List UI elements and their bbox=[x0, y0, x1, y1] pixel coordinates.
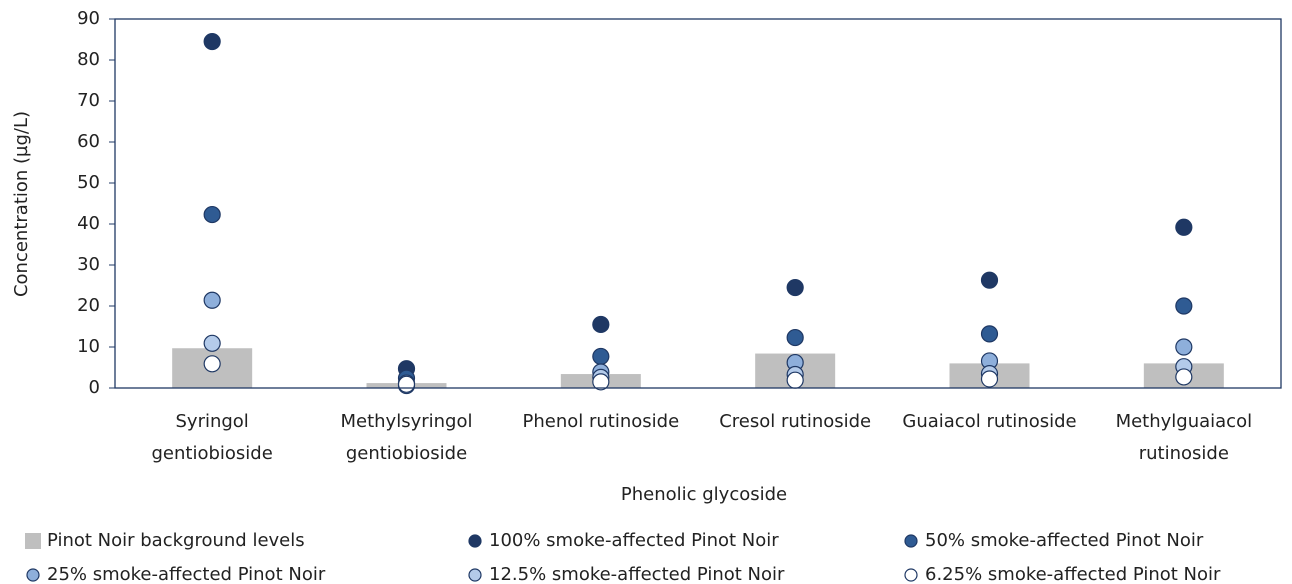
point bbox=[203, 205, 221, 224]
legend-label: 12.5% smoke-affected Pinot Noir bbox=[489, 564, 785, 584]
x-tick-label: Methylguaiacol rutinoside bbox=[1115, 411, 1253, 464]
legend-swatch bbox=[468, 534, 482, 548]
legend-label: 25% smoke-affected Pinot Noir bbox=[47, 564, 326, 584]
point bbox=[1175, 218, 1193, 236]
x-tick-label: Phenol rutinoside bbox=[522, 411, 680, 432]
point bbox=[203, 32, 221, 51]
legend-swatch bbox=[468, 568, 482, 582]
legend-swatch bbox=[25, 533, 41, 549]
point bbox=[980, 325, 999, 343]
point bbox=[203, 334, 221, 352]
point bbox=[203, 355, 221, 373]
x-tick-label: Cresol rutinoside bbox=[719, 411, 872, 432]
point bbox=[1175, 338, 1193, 356]
point bbox=[980, 271, 999, 289]
x-tick-label: Guaiacol rutinoside bbox=[902, 411, 1077, 432]
point bbox=[1175, 297, 1193, 315]
point bbox=[397, 375, 416, 393]
y-tick-label: 0 bbox=[89, 377, 100, 398]
y-tick-label: 30 bbox=[77, 254, 100, 275]
point bbox=[1175, 368, 1193, 386]
point bbox=[592, 315, 610, 334]
legend-label: 100% smoke-affected Pinot Noir bbox=[489, 530, 779, 551]
legend-label: Pinot Noir background levels bbox=[47, 530, 305, 551]
x-axis-title: Phenolic glycoside bbox=[621, 484, 787, 505]
y-tick-label: 60 bbox=[77, 131, 100, 152]
y-tick-label: 50 bbox=[77, 172, 100, 193]
y-tick-label: 10 bbox=[77, 336, 100, 357]
y-tick-label: 90 bbox=[77, 8, 100, 29]
y-tick-label: 20 bbox=[77, 295, 100, 316]
legend-label: 50% smoke-affected Pinot Noir bbox=[925, 530, 1204, 551]
plot-frame bbox=[114, 18, 1282, 389]
point bbox=[203, 291, 221, 309]
x-tick-label: Methylsyringol gentiobioside bbox=[340, 411, 473, 464]
y-tick-label: 70 bbox=[77, 90, 100, 111]
y-tick-label: 40 bbox=[77, 213, 100, 234]
legend-swatch bbox=[904, 534, 918, 548]
point bbox=[786, 278, 804, 297]
point bbox=[980, 370, 999, 388]
point bbox=[786, 371, 804, 389]
point bbox=[592, 347, 610, 366]
legend-swatch bbox=[904, 568, 918, 582]
point bbox=[592, 373, 610, 391]
x-tick-label: Syringol gentiobioside bbox=[151, 411, 273, 464]
legend-swatch bbox=[26, 568, 40, 582]
y-axis-title: Concentration (µg/L) bbox=[11, 111, 32, 297]
point bbox=[786, 328, 804, 347]
y-tick-label: 80 bbox=[77, 49, 100, 70]
legend-label: 6.25% smoke-affected Pinot Noir bbox=[925, 564, 1221, 584]
